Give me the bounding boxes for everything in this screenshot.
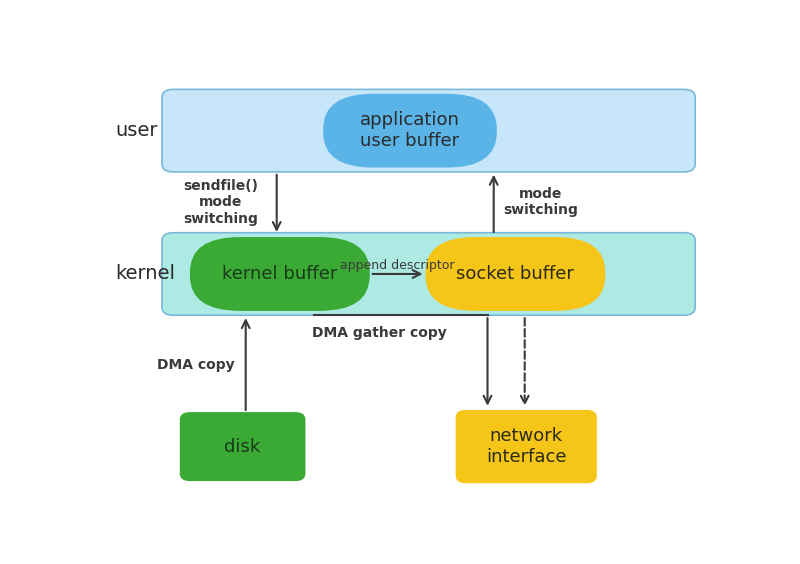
Text: kernel buffer: kernel buffer [222, 265, 338, 283]
Text: socket buffer: socket buffer [457, 265, 574, 283]
Text: user: user [115, 121, 158, 140]
Text: DMA copy: DMA copy [158, 358, 235, 372]
FancyBboxPatch shape [190, 237, 370, 311]
FancyBboxPatch shape [426, 237, 606, 311]
FancyBboxPatch shape [181, 413, 305, 481]
FancyBboxPatch shape [162, 233, 695, 315]
Text: mode
switching: mode switching [502, 187, 578, 217]
FancyBboxPatch shape [162, 90, 695, 172]
Text: kernel: kernel [115, 265, 175, 284]
Text: DMA gather copy: DMA gather copy [312, 325, 446, 340]
FancyBboxPatch shape [457, 411, 596, 482]
Text: sendfile()
mode
switching: sendfile() mode switching [183, 179, 258, 226]
Text: append descriptor: append descriptor [340, 259, 455, 272]
Text: disk: disk [225, 438, 261, 456]
Text: application
user buffer: application user buffer [360, 111, 460, 150]
FancyBboxPatch shape [323, 94, 497, 168]
Text: network
interface: network interface [486, 427, 566, 466]
